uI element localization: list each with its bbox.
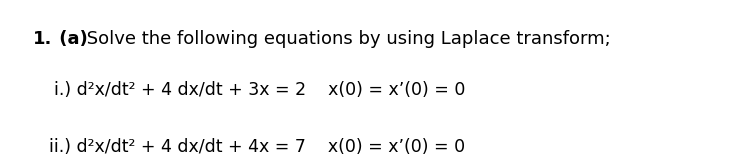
- Text: i.) d²x/dt² + 4 dx/dt + 3x = 2    x(0) = x’(0) = 0: i.) d²x/dt² + 4 dx/dt + 3x = 2 x(0) = x’…: [54, 81, 466, 99]
- Text: (a): (a): [53, 30, 87, 48]
- Text: Solve the following equations by using Laplace transform;: Solve the following equations by using L…: [81, 30, 610, 48]
- Text: ii.) d²x/dt² + 4 dx/dt + 4x = 7    x(0) = x’(0) = 0: ii.) d²x/dt² + 4 dx/dt + 4x = 7 x(0) = x…: [49, 138, 466, 156]
- Text: 1.: 1.: [33, 30, 53, 48]
